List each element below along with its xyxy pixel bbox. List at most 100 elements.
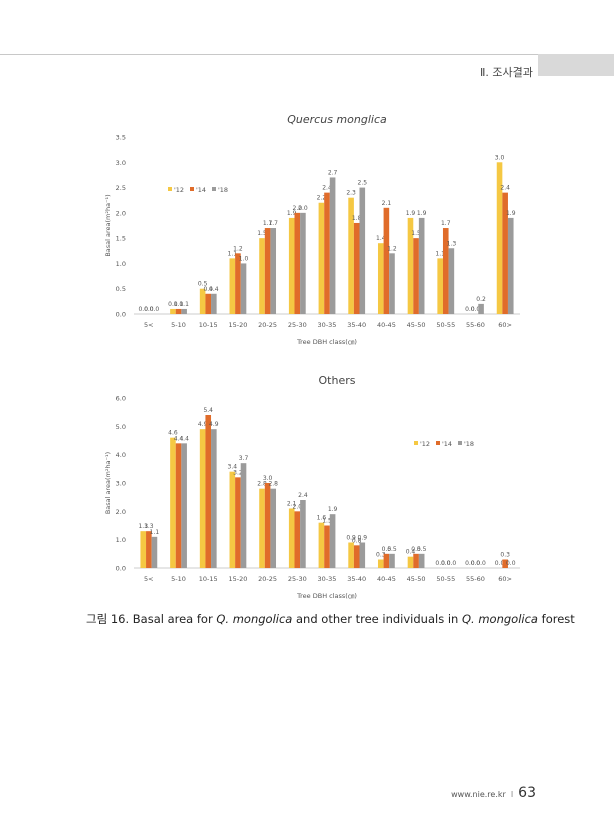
y-tick-label: 1.0: [116, 260, 126, 268]
x-tick-label: 30-35: [318, 575, 337, 583]
x-axis-label: Tree DBH class(㎝): [296, 592, 357, 600]
bar-y18: [389, 253, 395, 314]
bar-y12: [259, 238, 265, 314]
data-label: 2.0: [298, 205, 308, 212]
y-tick-label: 1.5: [116, 235, 126, 243]
data-label: 1.2: [233, 245, 243, 252]
footer-separator: I: [510, 790, 514, 799]
bar-y14: [264, 483, 271, 568]
x-tick-label: 60>: [498, 321, 512, 329]
legend-swatch: [436, 441, 440, 445]
data-label: 3.2: [233, 469, 243, 476]
bar-y18: [329, 177, 336, 314]
data-label: 4.6: [168, 430, 178, 437]
bar-y14: [264, 228, 271, 314]
bar-y14: [502, 559, 508, 568]
x-tick-label: 45-50: [407, 321, 426, 329]
data-label: 0.5: [387, 546, 397, 553]
data-label: 2.8: [257, 481, 267, 488]
footer-url[interactable]: www.nie.re.kr: [451, 790, 506, 799]
x-tick-label: 5<: [144, 321, 154, 329]
bar-y14: [383, 553, 390, 568]
data-label: 2.5: [358, 180, 368, 187]
legend-label: '12: [420, 440, 430, 448]
legend-label: '12: [174, 186, 184, 194]
bar-y12: [377, 559, 384, 568]
data-label: 1.1: [150, 529, 160, 536]
data-label: 0.0: [495, 560, 505, 567]
y-tick-label: 4.0: [116, 451, 126, 459]
bar-y14: [294, 212, 301, 314]
caption-species-2: Q. mongolica: [461, 612, 538, 626]
bar-y14: [413, 553, 419, 568]
bar-y14: [235, 477, 241, 568]
x-tick-label: 60>: [498, 575, 512, 583]
data-label: 1.3: [138, 523, 148, 530]
data-label: 1.9: [506, 210, 516, 217]
x-tick-label: 40-45: [377, 575, 396, 583]
data-label: 3.4: [228, 464, 238, 471]
page-number: 63: [518, 785, 536, 801]
bar-y12: [348, 197, 354, 314]
data-label: 2.0: [293, 205, 303, 212]
x-tick-label: 40-45: [377, 321, 396, 329]
bar-y18: [448, 248, 455, 314]
bar-y18: [507, 217, 514, 314]
x-tick-label: 45-50: [407, 575, 426, 583]
data-label: 0.0: [471, 306, 481, 313]
data-label: 2.8: [268, 481, 278, 488]
data-label: 0.1: [174, 301, 184, 308]
x-tick-label: 5-10: [171, 575, 186, 583]
quercus-basal-area-chart: Quercus monglica 0.0 0.5 1.0 1.5 2.0 2.5 3.0 3.5…: [104, 113, 520, 346]
data-label: 2.1: [382, 200, 392, 207]
bar-y18: [211, 293, 217, 314]
data-label: 2.2: [317, 195, 327, 202]
bar-y14: [353, 222, 360, 314]
data-label: 0.5: [198, 281, 208, 288]
x-tick-label: 20-25: [258, 575, 277, 583]
x-tick-label: 20-25: [258, 321, 277, 329]
bar-y12: [318, 522, 325, 568]
data-label: 0.0: [150, 306, 160, 313]
legend-label: '14: [196, 186, 206, 194]
data-label: 0.0: [465, 306, 475, 313]
bar-y18: [240, 263, 247, 314]
bar-y18: [270, 488, 277, 568]
x-tick-label: 50-55: [436, 321, 455, 329]
bar-y18: [151, 536, 158, 568]
data-label: 1.7: [263, 220, 273, 227]
x-tick-label: 5-10: [171, 321, 186, 329]
y-tick-label: 2.0: [116, 508, 126, 516]
data-label: 0.0: [435, 560, 445, 567]
data-label: 1.5: [411, 230, 421, 237]
bar-y12: [288, 508, 295, 568]
bar-y12: [288, 217, 295, 314]
y-tick-label: 2.5: [116, 184, 126, 192]
data-label: 1.3: [447, 240, 457, 247]
x-tick-label: 25-30: [288, 575, 307, 583]
legend-swatch: [168, 187, 172, 191]
bar-y14: [235, 253, 241, 314]
bar-y12: [170, 437, 176, 568]
legend-swatch: [414, 441, 418, 445]
data-label: 1.7: [441, 220, 451, 227]
data-label: 5.4: [203, 407, 213, 414]
y-tick-label: 2.0: [116, 209, 126, 217]
bar-y12: [229, 471, 236, 568]
legend-swatch: [212, 187, 216, 191]
bar-y14: [442, 228, 449, 314]
y-tick-label: 0.0: [116, 311, 126, 319]
x-tick-label: 35-40: [347, 321, 366, 329]
data-label: 0.9: [346, 535, 356, 542]
y-tick-label: 3.0: [116, 159, 126, 167]
y-tick-label: 3.0: [116, 480, 126, 488]
bar-y12: [140, 531, 147, 568]
data-label: 4.4: [179, 435, 189, 442]
x-tick-label: 15-20: [228, 575, 247, 583]
data-label: 3.0: [263, 475, 273, 482]
data-label: 0.2: [476, 296, 486, 303]
bar-y12: [259, 488, 265, 568]
data-label: 0.5: [382, 546, 392, 553]
data-label: 2.7: [328, 169, 338, 176]
caption-species-1: Q. mongolica: [216, 612, 293, 626]
